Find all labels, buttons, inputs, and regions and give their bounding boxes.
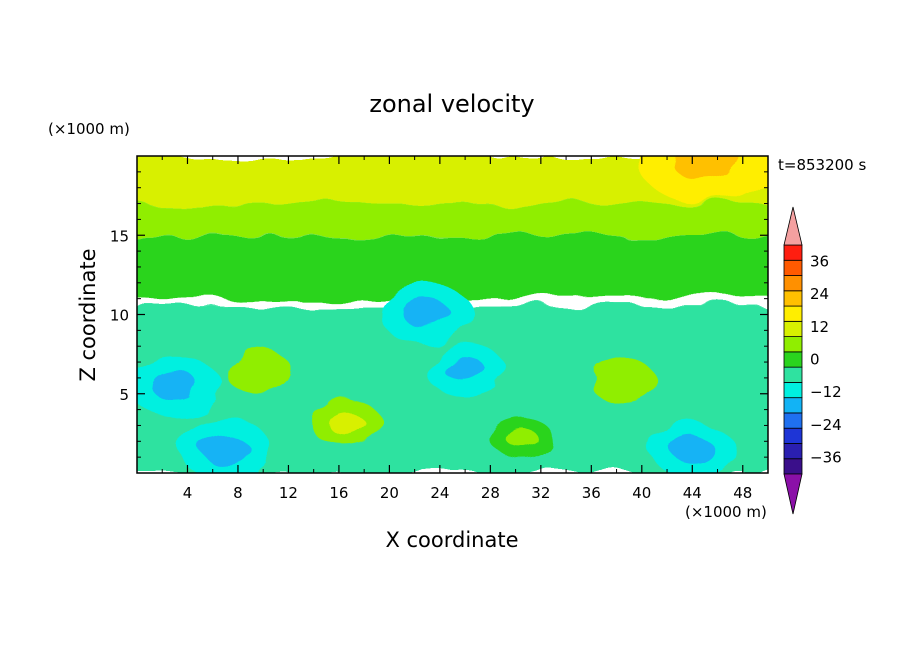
field-core-11 [506, 427, 538, 449]
colorbar-bin-7 [783, 351, 803, 368]
x-tick-label-5: 24 [430, 484, 449, 502]
colorbar-bin-9 [783, 320, 803, 338]
colorbar-bin-8 [783, 336, 803, 353]
colorbar-bin-12 [783, 275, 803, 292]
colorbar-bin-4 [783, 397, 803, 414]
x-tick-label-2: 12 [279, 484, 298, 502]
field-core-5 [327, 410, 363, 434]
field-core-12 [404, 299, 451, 330]
contour-field [137, 156, 768, 473]
x-tick-label-3: 16 [329, 484, 348, 502]
colorbar-tick-label-0: 36 [810, 252, 829, 270]
field-core-4 [240, 359, 274, 381]
field-core-13 [670, 156, 740, 181]
colorbar-bin-6 [783, 366, 803, 383]
colorbar-tick-label-6: −36 [810, 449, 842, 467]
x-tick-label-8: 36 [582, 484, 601, 502]
x-tick-label-6: 28 [481, 484, 500, 502]
y-tick-label-0: 5 [119, 386, 129, 404]
y-axis: 5 10 15 [110, 171, 768, 458]
field-core-10 [671, 435, 714, 463]
colorbar-tick-label-3: 0 [810, 351, 820, 369]
x-tick-label-11: 48 [733, 484, 752, 502]
time-label: t=853200 s [778, 156, 866, 174]
x-tick-label-4: 20 [380, 484, 399, 502]
y-unit-label: (×1000 m) [48, 120, 130, 138]
x-tick-label-0: 4 [183, 484, 193, 502]
field-core-9 [445, 357, 486, 383]
x-tick-label-7: 32 [531, 484, 550, 502]
colorbar-bin-5 [783, 381, 803, 399]
colorbar: 36 24 12 0 −12 −24 −36 [783, 206, 842, 515]
field-shapes [137, 156, 768, 473]
colorbar-bin-1 [783, 443, 803, 460]
x-axis-label: X coordinate [385, 528, 518, 552]
field-core-7 [151, 371, 199, 401]
colorbar-bin-2 [783, 427, 803, 444]
x-tick-label-9: 40 [632, 484, 651, 502]
chart-title: zonal velocity [369, 90, 534, 118]
x-tick-label-10: 44 [683, 484, 702, 502]
colorbar-bin-0 [783, 458, 803, 475]
x-axis: 4 8 12 16 20 24 28 32 36 40 44 48 [161, 156, 752, 502]
field-layer-2 [137, 235, 768, 299]
colorbar-tick-label-5: −24 [810, 416, 842, 434]
colorbar-tick-label-4: −12 [810, 383, 842, 401]
colorbar-over-arrow [783, 206, 803, 246]
colorbar-tick-label-1: 24 [810, 285, 829, 303]
field-core-8 [202, 434, 249, 465]
colorbar-tick-label-2: 12 [810, 318, 829, 336]
colorbar-bin-14 [783, 244, 803, 261]
y-tick-label-2: 15 [110, 227, 129, 245]
field-layer-1 [137, 203, 768, 236]
x-tick-label-1: 8 [233, 484, 243, 502]
colorbar-under-arrow [783, 473, 803, 515]
colorbar-bin-3 [783, 412, 803, 429]
colorbar-bin-13 [783, 259, 803, 276]
field-core-6 [606, 370, 640, 392]
y-tick-label-1: 10 [110, 307, 129, 325]
y-axis-label: Z coordinate [76, 248, 100, 381]
colorbar-bin-11 [783, 290, 803, 307]
colorbar-bin-10 [783, 305, 803, 322]
x-unit-label: (×1000 m) [685, 503, 767, 521]
